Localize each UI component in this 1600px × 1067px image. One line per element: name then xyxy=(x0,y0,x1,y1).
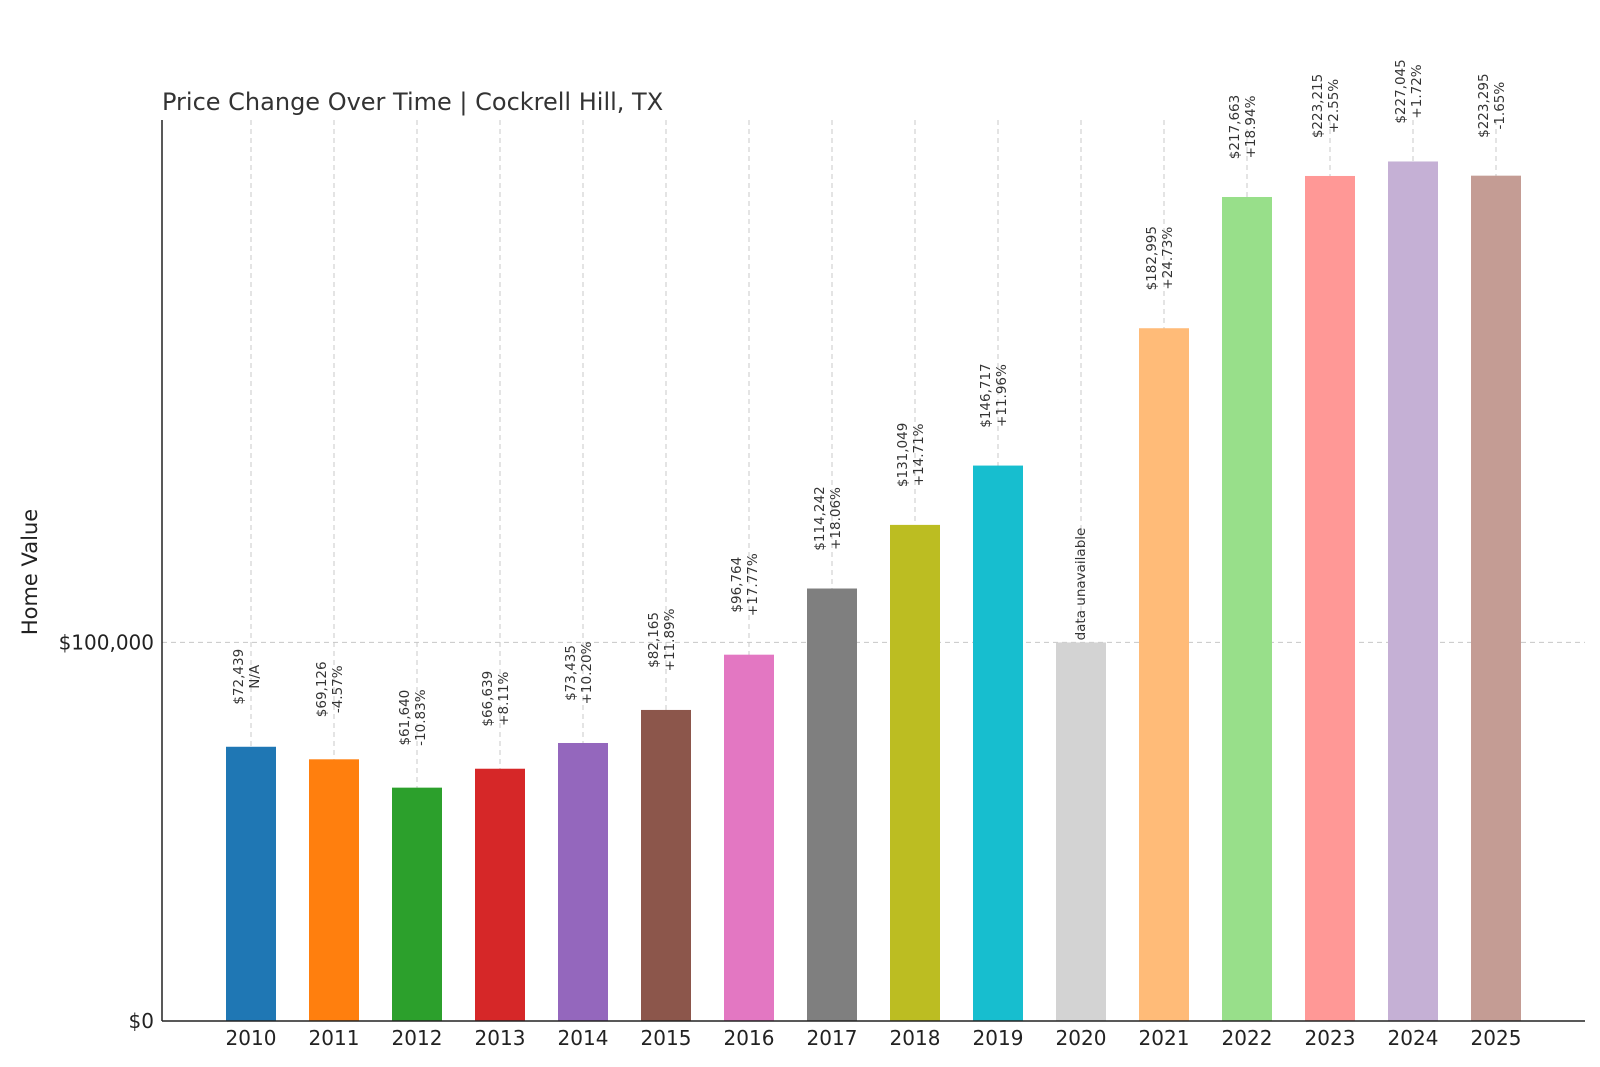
value-label-2022: $217,663 xyxy=(1227,95,1243,159)
value-label-2013: $66,639 xyxy=(480,671,496,727)
change-label-2023: +2.55% xyxy=(1326,79,1342,133)
change-label-2013: +8.11% xyxy=(496,671,512,725)
x-tick-label-2014: 2014 xyxy=(558,1026,609,1050)
x-tick-label-2019: 2019 xyxy=(973,1026,1024,1050)
value-label-2023: $223,215 xyxy=(1310,74,1326,138)
bar-layer xyxy=(226,161,1521,1022)
change-label-2017: +18.06% xyxy=(828,487,844,550)
x-tick-label-2024: 2024 xyxy=(1388,1026,1439,1050)
x-tick-label-2013: 2013 xyxy=(475,1026,526,1050)
value-label-2025: $223,295 xyxy=(1476,73,1492,137)
bar-2025 xyxy=(1471,175,1521,1021)
value-label-2014: $73,435 xyxy=(563,645,579,701)
x-tick-label-2015: 2015 xyxy=(641,1026,692,1050)
y-tick-label-100000: $100,000 xyxy=(59,630,154,654)
bar-2010 xyxy=(226,746,276,1021)
bar-2015 xyxy=(641,709,691,1021)
value-label-2015: $82,165 xyxy=(646,612,662,668)
bar-2014 xyxy=(558,742,608,1021)
change-label-2015: +11.89% xyxy=(662,608,678,671)
x-tick-label-2017: 2017 xyxy=(807,1026,858,1050)
change-label-2020: data unavailable xyxy=(1073,528,1089,641)
bar-2024 xyxy=(1388,161,1438,1021)
axis-layer: $0 $100,000 xyxy=(59,120,1585,1033)
change-label-2025: -1.65% xyxy=(1492,82,1508,130)
bar-2018 xyxy=(890,524,940,1021)
change-label-2010: N/A xyxy=(247,664,263,689)
change-label-2024: +1.72% xyxy=(1409,64,1425,118)
x-tick-label-2021: 2021 xyxy=(1139,1026,1190,1050)
change-label-2012: -10.83% xyxy=(413,689,429,746)
y-axis-label: Home Value xyxy=(18,509,42,635)
bar-2016 xyxy=(724,654,774,1021)
value-label-2018: $131,049 xyxy=(895,423,911,487)
bar-2017 xyxy=(807,588,857,1021)
change-label-2021: +24.73% xyxy=(1160,227,1176,290)
value-label-2024: $227,045 xyxy=(1393,59,1409,123)
bar-2021 xyxy=(1139,328,1189,1021)
label-layer: 2010 $72,439 N/A 2011 $69,126 -4.57% 2012 $61,6… xyxy=(226,59,1522,1050)
x-tick-label-2011: 2011 xyxy=(309,1026,360,1050)
bar-2023 xyxy=(1305,175,1355,1021)
x-tick-label-2023: 2023 xyxy=(1305,1026,1356,1050)
x-tick-label-2022: 2022 xyxy=(1222,1026,1273,1050)
value-label-2010: $72,439 xyxy=(231,649,247,705)
bar-2013 xyxy=(475,768,525,1021)
value-label-2012: $61,640 xyxy=(397,690,413,746)
x-tick-label-2010: 2010 xyxy=(226,1026,277,1050)
change-label-2016: +17.77% xyxy=(745,553,761,616)
x-tick-label-2020: 2020 xyxy=(1056,1026,1107,1050)
bar-2019 xyxy=(973,465,1023,1021)
change-label-2014: +10.20% xyxy=(579,641,595,704)
change-label-2019: +11.96% xyxy=(994,364,1010,427)
change-label-2011: -4.57% xyxy=(330,665,346,713)
x-tick-label-2012: 2012 xyxy=(392,1026,443,1050)
value-label-2016: $96,764 xyxy=(729,557,745,613)
value-label-2019: $146,717 xyxy=(978,363,994,427)
bar-2022 xyxy=(1222,196,1272,1022)
x-tick-label-2025: 2025 xyxy=(1471,1026,1522,1050)
bar-2020 xyxy=(1056,642,1106,1021)
value-label-2011: $69,126 xyxy=(314,661,330,717)
chart-title: Price Change Over Time | Cockrell Hill, … xyxy=(162,88,663,116)
x-tick-label-2018: 2018 xyxy=(890,1026,941,1050)
x-tick-label-2016: 2016 xyxy=(724,1026,775,1050)
value-label-2021: $182,995 xyxy=(1144,226,1160,290)
grid-layer xyxy=(162,120,1585,1021)
y-tick-label-0: $0 xyxy=(129,1009,154,1033)
value-label-2017: $114,242 xyxy=(812,486,828,550)
change-label-2022: +18.94% xyxy=(1243,95,1259,158)
bar-2012 xyxy=(392,787,442,1021)
change-label-2018: +14.71% xyxy=(911,423,927,486)
bar-2011 xyxy=(309,759,359,1021)
